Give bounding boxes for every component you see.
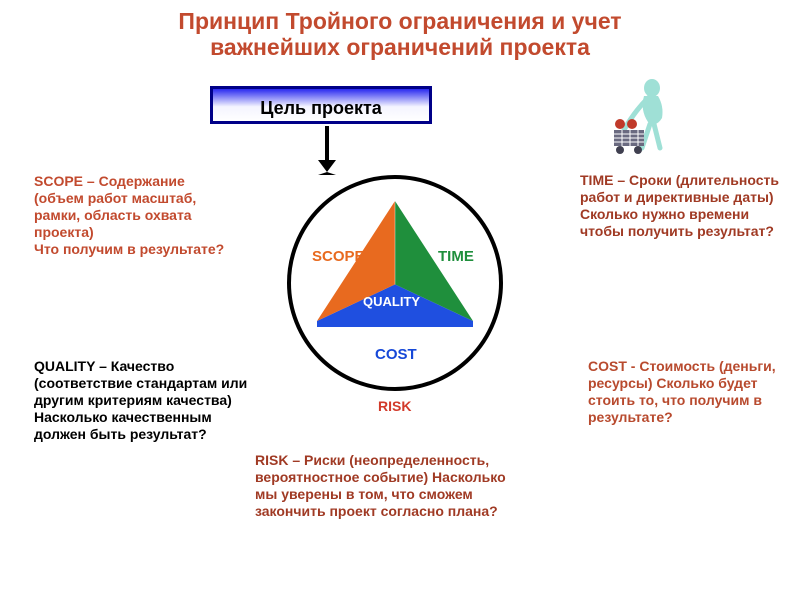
label-scope: SCOPE	[312, 248, 365, 265]
shopper-icon	[610, 78, 680, 163]
block-scope: SCOPE – Содержание (объем работ масштаб,…	[34, 173, 234, 258]
block-time: TIME – Сроки (длительность работ и дирек…	[580, 172, 790, 240]
arrow-head-icon	[318, 160, 336, 175]
block-risk: RISK – Риски (неопределенность, вероятно…	[255, 452, 525, 520]
title-line2: важнейших ограничений проекта	[210, 34, 590, 60]
goal-box-label: Цель проекта	[260, 98, 382, 118]
label-quality: QUALITY	[363, 294, 420, 309]
triangle-svg	[312, 199, 478, 351]
page-title: Принцип Тройного ограничения и учет важн…	[0, 0, 800, 61]
triangle-diagram	[312, 199, 478, 356]
goal-box: Цель проекта	[210, 86, 432, 124]
label-risk: RISK	[378, 398, 411, 414]
title-line1: Принцип Тройного ограничения и учет	[178, 8, 621, 34]
arrow-shaft	[325, 126, 329, 160]
label-cost: COST	[375, 346, 417, 363]
label-time: TIME	[438, 248, 474, 265]
shopper-svg	[610, 78, 680, 158]
block-cost: COST - Стоимость (деньги, ресурсы) Сколь…	[588, 358, 788, 426]
block-quality: QUALITY – Качество (соответствие стандар…	[34, 358, 264, 443]
